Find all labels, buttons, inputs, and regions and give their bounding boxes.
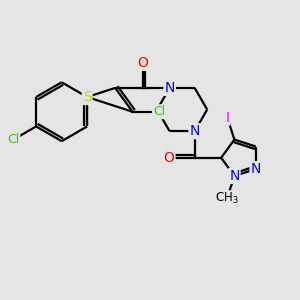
Text: O: O (164, 151, 175, 165)
Text: N: N (229, 169, 240, 183)
Text: O: O (138, 56, 148, 70)
Text: N: N (190, 124, 200, 138)
Text: N: N (250, 162, 261, 176)
Text: S: S (83, 90, 92, 104)
Text: N: N (164, 81, 175, 95)
Text: Cl: Cl (7, 133, 19, 146)
Text: I: I (225, 111, 229, 125)
Text: Cl: Cl (153, 105, 165, 118)
Text: CH$_3$: CH$_3$ (215, 191, 239, 206)
